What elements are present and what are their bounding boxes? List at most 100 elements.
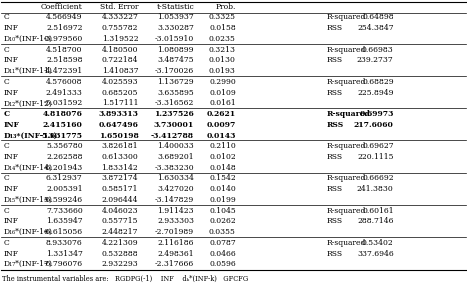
Text: 3.689201: 3.689201 xyxy=(157,153,194,161)
Text: -2.317666: -2.317666 xyxy=(155,260,194,268)
Text: 0.60161: 0.60161 xyxy=(362,207,394,215)
Text: 0.755782: 0.755782 xyxy=(102,24,138,32)
Text: 0.0148: 0.0148 xyxy=(209,164,236,172)
Text: -3.979560: -3.979560 xyxy=(43,35,83,43)
Text: R-squared: R-squared xyxy=(326,207,366,215)
Text: 2.518598: 2.518598 xyxy=(46,56,83,64)
Text: 2.415160: 2.415160 xyxy=(43,121,83,129)
Text: 4.333227: 4.333227 xyxy=(101,13,138,21)
Text: 0.53402: 0.53402 xyxy=(362,239,394,247)
Text: 4.046023: 4.046023 xyxy=(102,207,138,215)
Text: 217.6060: 217.6060 xyxy=(354,121,394,129)
Text: 2.096444: 2.096444 xyxy=(102,196,138,204)
Text: 4.576008: 4.576008 xyxy=(46,78,83,86)
Text: 2.448217: 2.448217 xyxy=(102,228,138,236)
Text: 3.427020: 3.427020 xyxy=(157,185,194,193)
Text: 4.025593: 4.025593 xyxy=(102,78,138,86)
Text: -3.316562: -3.316562 xyxy=(155,99,194,107)
Text: 337.6946: 337.6946 xyxy=(357,250,394,258)
Text: 2.932293: 2.932293 xyxy=(102,260,138,268)
Text: 0.0262: 0.0262 xyxy=(209,217,236,225)
Text: RSS: RSS xyxy=(326,56,342,64)
Text: 0.0097: 0.0097 xyxy=(206,121,236,129)
Text: Prob.: Prob. xyxy=(215,3,236,11)
Text: -6.615056: -6.615056 xyxy=(43,228,83,236)
Text: -3.170026: -3.170026 xyxy=(155,67,194,75)
Text: C: C xyxy=(4,110,10,118)
Text: 0.0466: 0.0466 xyxy=(209,250,236,258)
Text: 0.0143: 0.0143 xyxy=(206,131,236,140)
Text: RSS: RSS xyxy=(326,185,342,193)
Text: 0.0130: 0.0130 xyxy=(209,56,236,64)
Text: 1.635947: 1.635947 xyxy=(46,217,83,225)
Text: 5.356780: 5.356780 xyxy=(46,142,83,150)
Text: 1.410837: 1.410837 xyxy=(102,67,138,75)
Text: 3.893313: 3.893313 xyxy=(99,110,138,118)
Text: R-squared: R-squared xyxy=(326,110,370,118)
Text: 0.1542: 0.1542 xyxy=(209,174,236,182)
Text: 2.262588: 2.262588 xyxy=(46,153,83,161)
Text: -5.631775: -5.631775 xyxy=(40,131,83,140)
Text: 241.3830: 241.3830 xyxy=(357,185,394,193)
Text: The instrumental variables are:   RGDPG(-1)    INF    dₖ*(INF-k)   GFCFG: The instrumental variables are: RGDPG(-1… xyxy=(2,275,248,283)
Text: 0.2621: 0.2621 xyxy=(207,110,236,118)
Text: INF: INF xyxy=(4,217,19,225)
Text: 0.64898: 0.64898 xyxy=(362,13,394,21)
Text: C: C xyxy=(4,239,9,247)
Text: RSS: RSS xyxy=(326,24,342,32)
Text: 0.2110: 0.2110 xyxy=(209,142,236,150)
Text: R-squared: R-squared xyxy=(326,239,366,247)
Text: 0.685205: 0.685205 xyxy=(102,89,138,97)
Text: 0.66983: 0.66983 xyxy=(362,46,394,54)
Text: 0.2990: 0.2990 xyxy=(209,78,236,86)
Text: 2.516972: 2.516972 xyxy=(46,24,83,32)
Text: D₁₄*(INF-14): D₁₄*(INF-14) xyxy=(4,164,53,172)
Text: 4.518700: 4.518700 xyxy=(46,46,83,54)
Text: 0.0787: 0.0787 xyxy=(209,239,236,247)
Text: INF: INF xyxy=(4,185,19,193)
Text: t-Statistic: t-Statistic xyxy=(156,3,194,11)
Text: 220.1115: 220.1115 xyxy=(357,153,394,161)
Text: INF: INF xyxy=(4,24,19,32)
Text: 0.532888: 0.532888 xyxy=(102,250,138,258)
Text: D₁₀*(INF-10): D₁₀*(INF-10) xyxy=(4,35,53,43)
Text: 1.833142: 1.833142 xyxy=(102,164,138,172)
Text: C: C xyxy=(4,142,9,150)
Text: 4.818076: 4.818076 xyxy=(43,110,83,118)
Text: 1.319522: 1.319522 xyxy=(102,35,138,43)
Text: 0.647496: 0.647496 xyxy=(99,121,138,129)
Text: 1.136729: 1.136729 xyxy=(157,78,194,86)
Text: 288.7146: 288.7146 xyxy=(357,217,394,225)
Text: 3.635895: 3.635895 xyxy=(157,89,194,97)
Text: INF: INF xyxy=(4,121,20,129)
Text: D₁₅*(INF-15): D₁₅*(INF-15) xyxy=(4,196,53,204)
Text: 0.68829: 0.68829 xyxy=(362,78,394,86)
Text: 8.933076: 8.933076 xyxy=(46,239,83,247)
Text: 0.0235: 0.0235 xyxy=(209,35,236,43)
Text: D₁₆*(INF-16): D₁₆*(INF-16) xyxy=(4,228,53,236)
Text: 0.69627: 0.69627 xyxy=(362,142,394,150)
Text: INF: INF xyxy=(4,56,19,64)
Text: R-squared: R-squared xyxy=(326,174,366,182)
Text: 1.517111: 1.517111 xyxy=(102,99,138,107)
Text: 2.116186: 2.116186 xyxy=(157,239,194,247)
Text: C: C xyxy=(4,78,9,86)
Text: D₁₂*(INF-12): D₁₂*(INF-12) xyxy=(4,99,53,107)
Text: 0.0102: 0.0102 xyxy=(209,153,236,161)
Text: RSS: RSS xyxy=(326,217,342,225)
Text: 0.0355: 0.0355 xyxy=(209,228,236,236)
Text: 3.330287: 3.330287 xyxy=(157,24,194,32)
Text: 0.66692: 0.66692 xyxy=(362,174,394,182)
Text: 3.872174: 3.872174 xyxy=(102,174,138,182)
Text: 0.613300: 0.613300 xyxy=(102,153,138,161)
Text: Coefficient: Coefficient xyxy=(41,3,83,11)
Text: C: C xyxy=(4,174,9,182)
Text: -3.147829: -3.147829 xyxy=(155,196,194,204)
Text: 0.0199: 0.0199 xyxy=(209,196,236,204)
Text: 3.730001: 3.730001 xyxy=(154,121,194,129)
Text: D₁₇*(INF-17): D₁₇*(INF-17) xyxy=(4,260,53,268)
Text: RSS: RSS xyxy=(326,153,342,161)
Text: 3.487475: 3.487475 xyxy=(157,56,194,64)
Text: R-squared: R-squared xyxy=(326,46,366,54)
Text: 0.1045: 0.1045 xyxy=(209,207,236,215)
